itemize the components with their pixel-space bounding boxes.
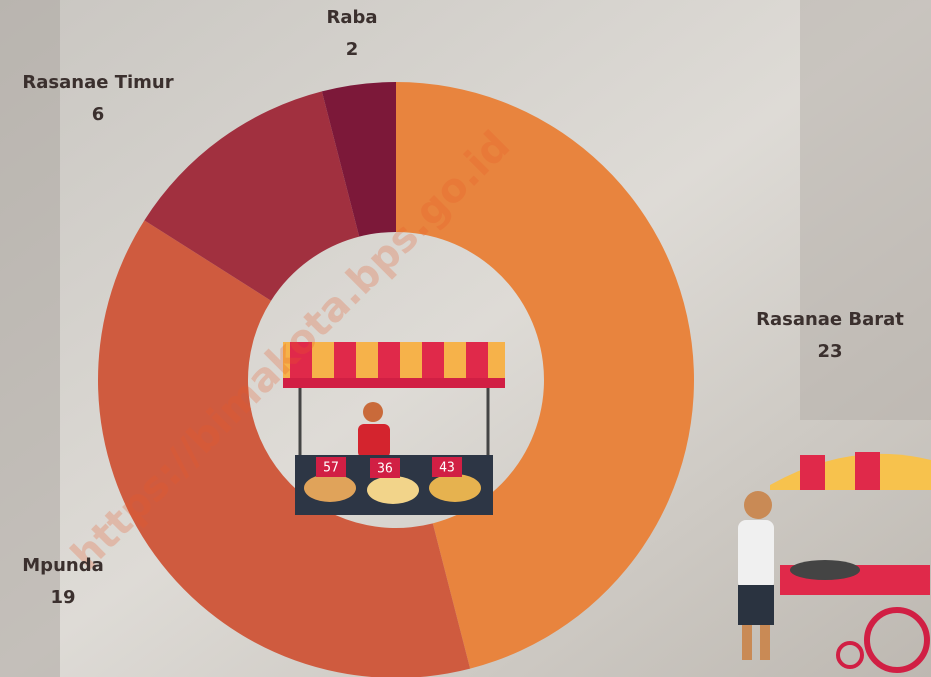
segment-value: 19: [50, 587, 75, 608]
price-tag: 43: [439, 461, 455, 476]
segment-label: Mpunda: [22, 555, 103, 576]
segment-label: Rasanae Timur: [22, 72, 173, 93]
segment-value: 23: [817, 341, 842, 362]
segment-value: 6: [92, 104, 105, 125]
segment-label: Rasanae Barat: [756, 309, 904, 330]
price-tag: 36: [377, 462, 393, 477]
segment-label: Raba: [326, 7, 377, 28]
segment-value: 2: [346, 39, 359, 60]
chart: 57 36 43 https://bimakota.bps.go.id Rasa…: [0, 0, 931, 677]
price-tag: 57: [323, 461, 339, 476]
